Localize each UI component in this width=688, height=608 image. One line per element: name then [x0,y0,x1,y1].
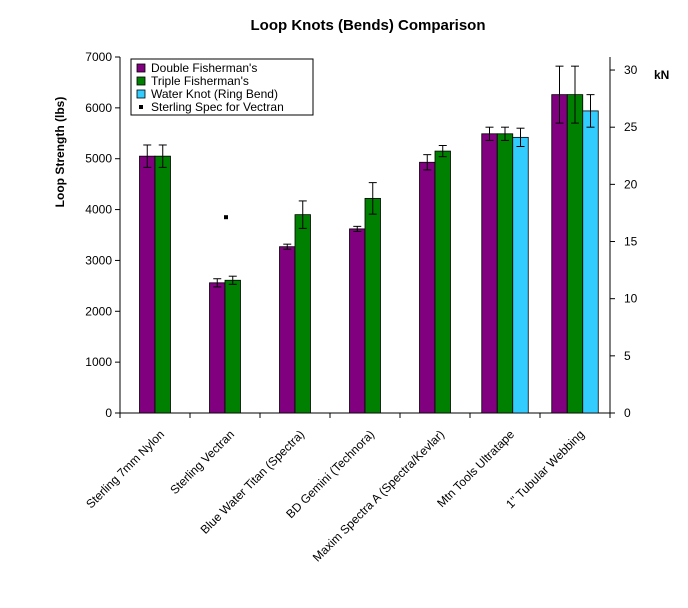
bar [209,282,226,414]
bar [364,197,381,414]
chart-title: Loop Knots (Bends) Comparison [251,17,486,34]
bar [419,161,436,414]
bar [434,150,451,414]
legend-label: Sterling Spec for Vectran [151,100,284,114]
legend-swatch [136,89,146,99]
bar [551,94,568,414]
y-axis-title: Loop Strength (lbs) [53,97,67,208]
bar [294,214,311,414]
category-label: Mtn Tools Ultratape [434,427,517,510]
y2-tick-label: 15 [624,235,638,249]
y2-tick-label: 30 [624,63,638,77]
y-tick-label: 6000 [85,101,112,115]
y-tick-label: 5000 [85,152,112,166]
y-tick-label: 2000 [85,304,112,318]
bar [349,228,366,414]
bar [566,94,584,414]
y-tick-label: 0 [105,406,112,420]
bar [496,133,514,414]
legend-swatch [136,76,146,86]
spec-marker [224,215,228,220]
category-label: Sterling Vectran [167,427,237,497]
legend-label: Triple Fisherman's [151,74,249,88]
y2-tick-label: 10 [624,292,638,306]
bar [139,155,156,414]
category-label: 1" Tubular Webbing [503,427,587,511]
legend-label: Double Fisherman's [151,61,257,75]
y-tick-label: 1000 [85,355,112,369]
y-tick-label: 7000 [85,50,112,64]
y-tick-label: 4000 [85,203,112,217]
category-label: Sterling 7mm Nylon [83,427,167,511]
legend-label: Water Knot (Ring Bend) [151,87,278,101]
bar [224,279,241,414]
bar [154,155,171,414]
y2-axis-title: kN [654,68,669,82]
y2-tick-label: 20 [624,177,638,191]
y2-tick-label: 5 [624,349,631,363]
y-tick-label: 3000 [85,253,112,267]
bar [512,136,529,414]
legend-swatch [136,63,146,73]
y2-tick-label: 25 [624,120,638,134]
legend-marker [139,105,143,109]
plot-area: 0 1000 2000 3000 4000 5000 6000 7000 0 5 10 15 20 25 3… [83,50,637,564]
category-label: Maxim Spectra A (Spectra/Kevlar) [310,427,447,564]
bar [481,133,498,414]
bar [279,246,296,414]
bar [582,110,599,414]
y2-tick-label: 0 [624,406,631,420]
legend-box [130,58,314,116]
